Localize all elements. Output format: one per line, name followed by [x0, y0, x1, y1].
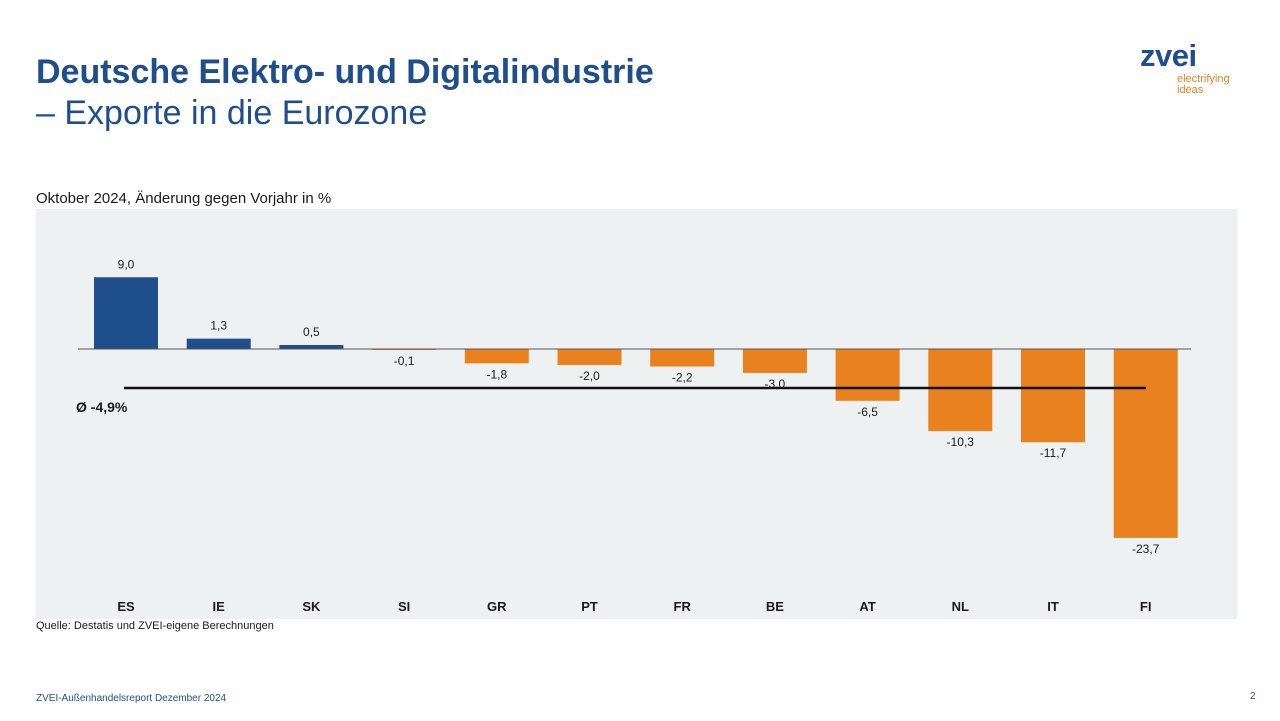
x-tick-label-pt: PT — [581, 599, 598, 614]
x-tick-label-es: ES — [117, 599, 135, 614]
bar-pt — [557, 349, 622, 365]
bar-fi — [1113, 349, 1178, 538]
x-tick-label-sk: SK — [302, 599, 321, 614]
slide-subtitle: – Exporte in die Eurozone — [36, 94, 428, 132]
data-label-sk: 0,5 — [303, 325, 320, 339]
x-tick-label-fi: FI — [1140, 599, 1152, 614]
data-label-pt: -2,0 — [579, 369, 600, 383]
bar-sk — [279, 345, 344, 349]
x-tick-label-fr: FR — [674, 599, 692, 614]
chart-area: 9,0 ES 1,3 IE 0,5 SK -0,1 SI -1,8 GR -2,0 PT -2,2 FR -… — [36, 209, 1237, 619]
logo-tagline-line2: ideas — [1177, 84, 1204, 96]
data-label-it: -11,7 — [1040, 446, 1067, 460]
bar-it — [1021, 349, 1085, 443]
zvei-logo: zvei electrifying ideas — [1140, 38, 1250, 100]
data-label-fi: -23,7 — [1132, 542, 1160, 556]
x-tick-label-be: BE — [766, 599, 784, 614]
page-number: 2 — [1250, 691, 1256, 702]
x-tick-label-nl: NL — [952, 599, 969, 614]
bar-es — [94, 277, 158, 349]
average-label: Ø -4,9% — [76, 399, 128, 415]
data-label-fr: -2,2 — [672, 371, 693, 385]
data-label-si: -0,1 — [394, 354, 415, 368]
logo-tagline: electrifying ideas — [1177, 74, 1247, 96]
data-label-ie: 1,3 — [210, 319, 227, 333]
bar-gr — [464, 349, 529, 364]
data-label-nl: -10,3 — [947, 435, 975, 449]
x-tick-label-at: AT — [859, 599, 875, 614]
x-tick-label-gr: GR — [487, 599, 507, 614]
x-tick-label-si: SI — [398, 599, 410, 614]
logo-tagline-line1: electrifying — [1177, 73, 1230, 85]
bar-chart: 9,0 ES 1,3 IE 0,5 SK -0,1 SI -1,8 GR -2,0 PT -2,2 FR -… — [36, 209, 1237, 619]
chart-subtitle: Oktober 2024, Änderung gegen Vorjahr in … — [36, 190, 332, 207]
x-tick-label-ie: IE — [213, 599, 226, 614]
data-label-es: 9,0 — [118, 257, 135, 271]
slide-title: Deutsche Elektro- und Digitalindustrie — [36, 53, 654, 91]
logo-wordmark: zvei — [1140, 38, 1197, 73]
data-label-at: -6,5 — [857, 405, 878, 419]
bar-nl — [928, 349, 993, 432]
bar-at — [835, 349, 900, 401]
x-tick-label-it: IT — [1047, 599, 1059, 614]
source-note: Quelle: Destatis und ZVEI-eigene Berechn… — [36, 620, 274, 632]
data-label-gr: -1,8 — [486, 367, 507, 381]
footer-text: ZVEI-Außenhandelsreport Dezember 2024 — [36, 693, 227, 704]
bar-be — [742, 349, 807, 373]
bar-fr — [650, 349, 715, 367]
bar-ie — [186, 338, 251, 349]
